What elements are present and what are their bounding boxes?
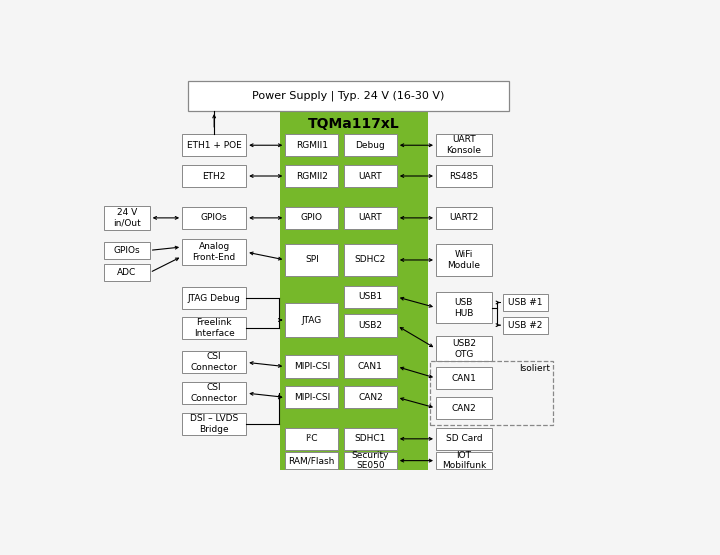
FancyBboxPatch shape <box>285 356 338 378</box>
FancyBboxPatch shape <box>182 165 246 187</box>
Text: SPI: SPI <box>305 255 319 265</box>
Text: SDHC2: SDHC2 <box>355 255 386 265</box>
Text: RGMII1: RGMII1 <box>296 141 328 150</box>
FancyBboxPatch shape <box>436 428 492 450</box>
FancyBboxPatch shape <box>182 382 246 404</box>
FancyBboxPatch shape <box>436 367 492 389</box>
Text: CAN2: CAN2 <box>358 393 383 402</box>
FancyBboxPatch shape <box>182 413 246 435</box>
Text: Debug: Debug <box>356 141 385 150</box>
FancyBboxPatch shape <box>436 244 492 276</box>
FancyBboxPatch shape <box>436 397 492 419</box>
FancyBboxPatch shape <box>344 134 397 157</box>
FancyBboxPatch shape <box>182 134 246 157</box>
Text: WiFi
Module: WiFi Module <box>447 250 480 270</box>
FancyBboxPatch shape <box>344 286 397 308</box>
Text: I²C: I²C <box>305 435 318 443</box>
FancyBboxPatch shape <box>104 264 150 281</box>
FancyBboxPatch shape <box>436 165 492 187</box>
Text: ETH1 + POE: ETH1 + POE <box>186 141 241 150</box>
Text: CSI
Connector: CSI Connector <box>191 383 238 403</box>
Text: JTAG Debug: JTAG Debug <box>188 294 240 302</box>
Text: Analog
Front-End: Analog Front-End <box>192 242 235 262</box>
Text: IOT
Mobilfunk: IOT Mobilfunk <box>442 451 486 471</box>
Text: UART: UART <box>359 171 382 180</box>
FancyBboxPatch shape <box>344 452 397 469</box>
Text: UART2: UART2 <box>449 213 479 223</box>
FancyBboxPatch shape <box>182 317 246 339</box>
Text: SDHC1: SDHC1 <box>355 435 386 443</box>
Text: 24 V
in/Out: 24 V in/Out <box>113 208 140 228</box>
Text: MIPI-CSI: MIPI-CSI <box>294 362 330 371</box>
FancyBboxPatch shape <box>436 336 492 361</box>
FancyBboxPatch shape <box>344 428 397 450</box>
FancyBboxPatch shape <box>344 386 397 408</box>
Text: USB #1: USB #1 <box>508 298 542 307</box>
FancyBboxPatch shape <box>285 207 338 229</box>
FancyBboxPatch shape <box>285 165 338 187</box>
Text: ETH2: ETH2 <box>202 171 226 180</box>
FancyBboxPatch shape <box>344 315 397 337</box>
Text: CAN2: CAN2 <box>451 403 476 412</box>
FancyBboxPatch shape <box>285 428 338 450</box>
Text: DSI – LVDS
Bridge: DSI – LVDS Bridge <box>190 414 238 434</box>
Text: Freelink
Interface: Freelink Interface <box>194 318 235 338</box>
FancyBboxPatch shape <box>503 316 547 334</box>
Text: USB #2: USB #2 <box>508 321 542 330</box>
Text: RGMII2: RGMII2 <box>296 171 328 180</box>
FancyBboxPatch shape <box>104 206 150 230</box>
Text: CAN1: CAN1 <box>451 374 477 382</box>
FancyBboxPatch shape <box>436 452 492 469</box>
Text: UART
Konsole: UART Konsole <box>446 135 482 155</box>
Text: UART: UART <box>359 213 382 223</box>
Text: CSI
Connector: CSI Connector <box>191 352 238 372</box>
Text: SD Card: SD Card <box>446 435 482 443</box>
Text: GPIOs: GPIOs <box>114 246 140 255</box>
FancyBboxPatch shape <box>285 304 338 337</box>
Text: Power Supply | Typ. 24 V (16-30 V): Power Supply | Typ. 24 V (16-30 V) <box>252 91 444 102</box>
FancyBboxPatch shape <box>182 351 246 374</box>
Text: GPIO: GPIO <box>301 213 323 223</box>
FancyBboxPatch shape <box>436 292 492 323</box>
FancyBboxPatch shape <box>188 80 508 112</box>
Text: CAN1: CAN1 <box>358 362 383 371</box>
Text: Isoliert: Isoliert <box>519 364 550 373</box>
FancyBboxPatch shape <box>280 112 428 471</box>
FancyBboxPatch shape <box>182 287 246 309</box>
FancyBboxPatch shape <box>182 239 246 265</box>
Text: JTAG: JTAG <box>302 316 322 325</box>
Text: RAM/Flash: RAM/Flash <box>289 456 335 465</box>
Text: USB1: USB1 <box>359 292 382 301</box>
Text: Security
SE050: Security SE050 <box>351 451 389 471</box>
Text: USB
HUB: USB HUB <box>454 297 474 317</box>
FancyBboxPatch shape <box>285 386 338 408</box>
FancyBboxPatch shape <box>344 356 397 378</box>
FancyBboxPatch shape <box>285 244 338 276</box>
FancyBboxPatch shape <box>436 207 492 229</box>
FancyBboxPatch shape <box>344 244 397 276</box>
Text: MIPI-CSI: MIPI-CSI <box>294 393 330 402</box>
Text: GPIOs: GPIOs <box>201 213 228 223</box>
FancyBboxPatch shape <box>182 207 246 229</box>
Text: RS485: RS485 <box>449 171 478 180</box>
FancyBboxPatch shape <box>344 165 397 187</box>
FancyBboxPatch shape <box>104 242 150 259</box>
Text: TQMa117xL: TQMa117xL <box>307 117 400 132</box>
Text: ADC: ADC <box>117 268 137 277</box>
FancyBboxPatch shape <box>503 294 547 311</box>
FancyBboxPatch shape <box>285 134 338 157</box>
FancyBboxPatch shape <box>436 134 492 157</box>
Text: USB2: USB2 <box>359 321 382 330</box>
Text: USB2
OTG: USB2 OTG <box>452 339 476 359</box>
FancyBboxPatch shape <box>285 452 338 469</box>
FancyBboxPatch shape <box>344 207 397 229</box>
